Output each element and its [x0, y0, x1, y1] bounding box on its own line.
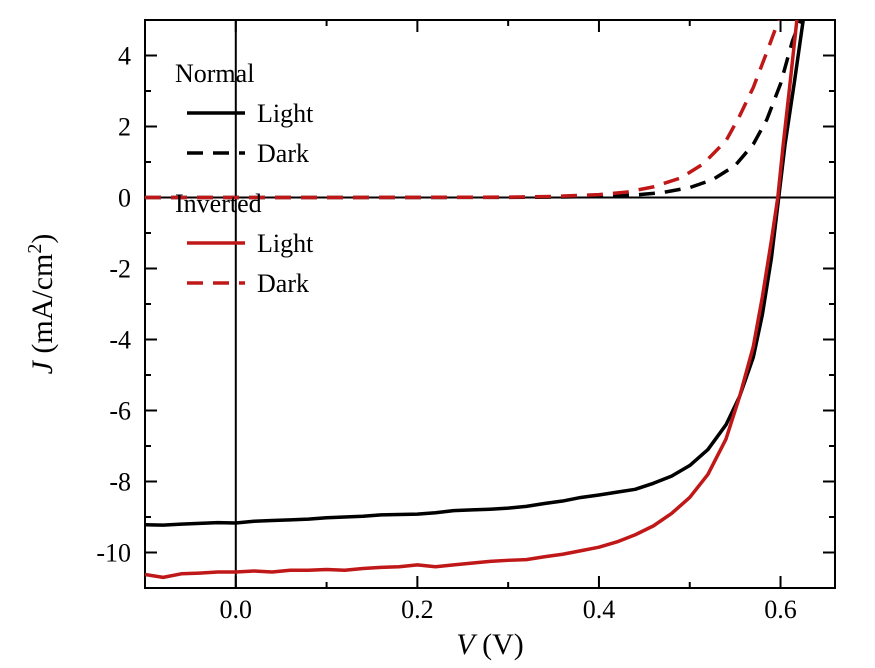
y-tick-label: -6 — [109, 397, 131, 426]
y-tick-label: -2 — [109, 255, 131, 284]
legend-label: Light — [257, 99, 314, 128]
x-tick-label: 0.4 — [583, 595, 616, 624]
series-group — [145, 20, 803, 577]
y-axis-title: J (mA/cm2) — [24, 234, 59, 375]
x-tick-label: 0.6 — [764, 595, 797, 624]
y-tick-label: 0 — [118, 184, 131, 213]
x-tick-label: 0.2 — [401, 595, 434, 624]
jv-chart: 0.0 0.2 0.4 0.6 -10 -8 -6 -4 -2 0 2 4 V (V) J (mA/cm2… — [0, 0, 875, 668]
series-normal_light — [145, 20, 803, 525]
series-inverted_light — [145, 20, 797, 577]
plot-frame — [145, 20, 835, 588]
y-tick-label: 2 — [118, 113, 131, 142]
y-tick-label: -10 — [96, 539, 131, 568]
y-tick-label: -8 — [109, 468, 131, 497]
legend-group-title: Inverted — [175, 189, 262, 218]
legend-group-title: Normal — [175, 59, 254, 88]
y-tick-label: 4 — [118, 42, 131, 71]
series-inverted_dark — [145, 20, 779, 198]
x-tick-label: 0.0 — [220, 595, 253, 624]
chart-svg: 0.0 0.2 0.4 0.6 -10 -8 -6 -4 -2 0 2 4 V (V) J (mA/cm2… — [0, 0, 875, 668]
legend-label: Light — [257, 229, 314, 258]
x-axis-title: V (V) — [456, 628, 523, 661]
legend-label: Dark — [257, 139, 309, 168]
legend-label: Dark — [257, 269, 309, 298]
series-normal_dark — [145, 20, 801, 198]
y-tick-label: -4 — [109, 326, 131, 355]
